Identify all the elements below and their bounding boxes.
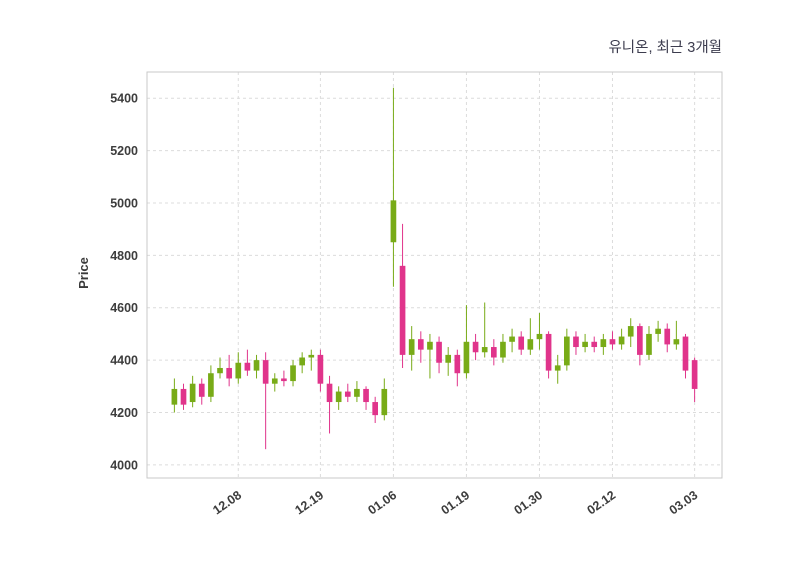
vertical-gridlines xyxy=(237,72,696,478)
candle-body xyxy=(244,362,251,371)
candle-body xyxy=(573,336,579,348)
candles-group xyxy=(171,87,698,450)
x-tick-label: 02.12 xyxy=(585,488,619,517)
candle-body xyxy=(308,354,315,358)
candle-body xyxy=(582,341,588,348)
y-axis-label: Price xyxy=(76,257,91,289)
candle-body xyxy=(509,336,515,342)
candle-body xyxy=(344,391,351,397)
candle-body xyxy=(171,388,178,405)
x-tick-label: 01.19 xyxy=(439,488,473,517)
candle-body xyxy=(208,373,214,397)
candle-body xyxy=(262,360,269,384)
candle-body xyxy=(637,326,643,355)
candle-body xyxy=(217,367,223,374)
candle-body xyxy=(682,336,689,371)
candle-body xyxy=(646,333,652,355)
candle-body xyxy=(655,328,661,334)
y-tick-labels: 4000 4200 4400 4600 4800 5000 5200 5400 xyxy=(110,92,138,473)
candle-body xyxy=(673,339,680,345)
candle-body xyxy=(664,328,671,345)
y-tick-label: 4600 xyxy=(110,301,138,315)
candle-body xyxy=(554,365,561,371)
chart-title: 유니온, 최근 3개월 xyxy=(608,39,722,56)
candle-body xyxy=(564,336,570,366)
candle-body xyxy=(627,326,634,337)
candle-body xyxy=(454,354,461,374)
candle-body xyxy=(363,388,369,403)
x-tick-label: 12.19 xyxy=(292,488,326,517)
candle-body xyxy=(500,341,506,358)
candle-body xyxy=(545,333,552,371)
candle-body xyxy=(472,341,479,353)
candle-body xyxy=(290,365,296,382)
candle-body xyxy=(299,357,305,366)
x-tick-label: 01.30 xyxy=(512,488,546,517)
candle-body xyxy=(253,360,260,371)
candle-body xyxy=(390,200,397,243)
candle-body xyxy=(180,388,187,405)
candle-body xyxy=(317,354,324,384)
candle-body xyxy=(198,383,205,397)
candle-body xyxy=(445,354,452,363)
candle-body xyxy=(463,341,470,374)
candle-body xyxy=(354,388,360,397)
candle-body xyxy=(436,341,442,363)
horizontal-gridlines xyxy=(147,97,722,466)
candle-body xyxy=(326,383,333,403)
candle-body xyxy=(381,388,388,416)
y-tick-label: 4200 xyxy=(110,406,138,420)
y-tick-label: 4000 xyxy=(110,458,138,472)
y-tick-label: 4400 xyxy=(110,354,138,368)
candle-body xyxy=(609,339,616,345)
candle-body xyxy=(399,265,406,355)
candle-body xyxy=(600,339,607,348)
candle-body xyxy=(618,336,625,345)
x-tick-label: 01.06 xyxy=(365,488,399,517)
candle-body xyxy=(271,378,278,384)
candle-body xyxy=(335,391,342,403)
x-tick-label: 12.08 xyxy=(210,488,244,517)
candle-body xyxy=(527,339,534,350)
candle-body xyxy=(417,339,424,350)
y-tick-label: 5200 xyxy=(110,144,138,158)
candle-body xyxy=(591,341,598,348)
candle-body xyxy=(536,333,543,340)
candle-body xyxy=(427,341,433,350)
candle-body xyxy=(235,362,242,379)
candle-body xyxy=(281,378,287,382)
candle-body xyxy=(490,347,497,358)
candle-body xyxy=(481,347,488,353)
y-tick-label: 4800 xyxy=(110,249,138,263)
y-tick-label: 5400 xyxy=(110,92,138,106)
candle-body xyxy=(372,402,379,416)
candle-body xyxy=(189,383,196,403)
x-tick-labels: 12.08 12.19 01.06 01.19 01.30 02.12 03.03 xyxy=(210,488,700,517)
y-tick-label: 5000 xyxy=(110,196,138,210)
candle-body xyxy=(691,360,698,389)
plot-border xyxy=(146,71,723,479)
candle-body xyxy=(408,339,415,355)
x-tick-label: 03.03 xyxy=(667,488,701,517)
candle-body xyxy=(518,336,525,350)
candle-body xyxy=(226,367,232,379)
